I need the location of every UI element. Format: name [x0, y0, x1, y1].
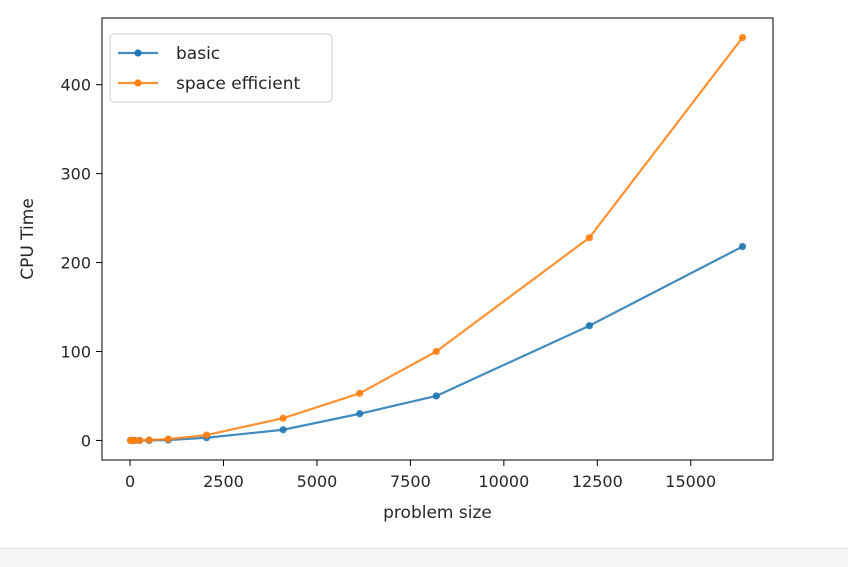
series-1-point — [432, 347, 440, 356]
series-0-point — [585, 322, 593, 330]
series-0-point — [356, 410, 364, 418]
x-tick-label: 7500 — [390, 472, 431, 491]
series-0-point — [738, 242, 747, 251]
series-1-point — [738, 33, 747, 42]
series-0-point — [432, 392, 440, 400]
series-1-point — [202, 431, 211, 439]
series-1-point — [164, 435, 172, 443]
x-tick-label: 2500 — [203, 472, 244, 491]
legend-entry-label: space efficient — [176, 74, 300, 94]
series-1-point — [145, 436, 153, 444]
y-tick-label: 0 — [81, 431, 91, 450]
y-tick-label: 400 — [60, 76, 91, 95]
line-chart: 0 2500 5000 7500 10000 12500 15000 0 100 200 300 40… — [18, 17, 774, 523]
legend-box — [109, 33, 333, 103]
legend-swatch-marker — [134, 49, 142, 57]
x-tick-label: 5000 — [297, 472, 338, 491]
series-1-point — [585, 234, 593, 242]
series-1-point — [356, 389, 364, 397]
series-0-point — [279, 426, 287, 434]
x-tick-label: 12500 — [572, 472, 623, 491]
x-axis-label: problem size — [383, 503, 492, 523]
y-tick-label: 300 — [60, 165, 91, 184]
x-tick-label: 0 — [125, 472, 135, 491]
axes: 0 2500 5000 7500 10000 12500 15000 0 100 200 300 40… — [18, 17, 774, 523]
y-tick-label: 100 — [60, 343, 91, 362]
x-tick-label: 15000 — [665, 472, 716, 491]
legend-swatch-marker — [134, 79, 142, 87]
series-1-point — [136, 436, 144, 445]
axes-frame — [101, 17, 774, 461]
series-line-0 — [129, 245, 744, 442]
y-tick-label: 200 — [60, 254, 91, 273]
x-tick-label: 10000 — [478, 472, 529, 491]
series-1-point — [279, 414, 287, 422]
chart-container: 0 2500 5000 7500 10000 12500 15000 0 100 200 300 40… — [18, 17, 774, 523]
output-divider — [0, 548, 848, 567]
y-axis-label: CPU Time — [18, 198, 38, 280]
plot-area — [127, 33, 747, 445]
legend-entry-label: basic — [176, 44, 220, 64]
legend: basic space efficient — [109, 33, 333, 103]
